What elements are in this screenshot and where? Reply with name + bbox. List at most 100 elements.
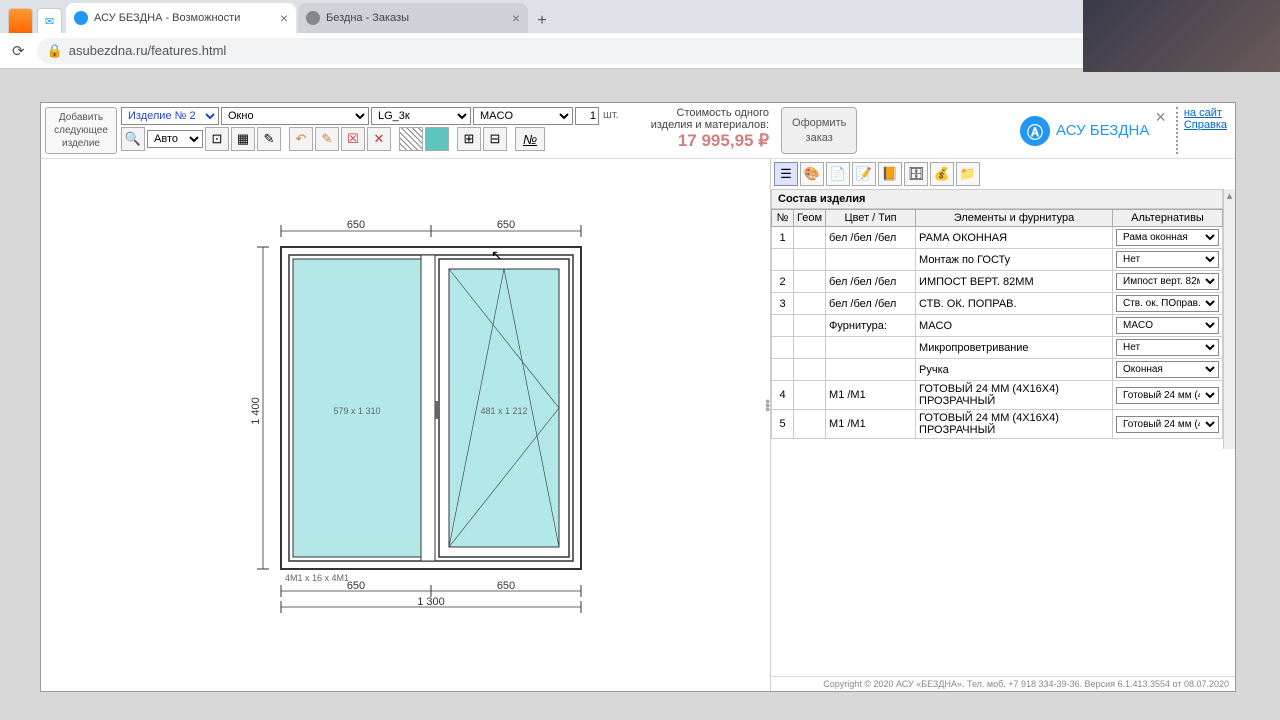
edit-icon[interactable]: ✎ (315, 127, 339, 151)
alt-select[interactable]: Нет (1116, 339, 1219, 356)
table-row[interactable]: 1бел /бел /белРАМА ОКОННАЯРама оконная (772, 227, 1223, 249)
list-icon[interactable]: ☰ (774, 162, 798, 186)
table-header: Элементы и фурнитура (916, 210, 1113, 227)
order-button[interactable]: Оформить заказ (781, 107, 857, 154)
measure1-icon[interactable]: ⊞ (457, 127, 481, 151)
window-drawing: 650 650 579 x 1 310 481 x 1 212 (221, 219, 641, 659)
book-icon[interactable]: 📙 (878, 162, 902, 186)
rp-title: Состав изделия (771, 189, 1223, 209)
delete-icon[interactable]: ✕ (367, 127, 391, 151)
price-label-1: Стоимость одного (651, 107, 769, 119)
svg-text:650: 650 (347, 219, 365, 231)
alt-select[interactable]: Готовый 24 мм (4 (1116, 387, 1219, 404)
table-row[interactable]: 3бел /бел /белСТВ. ОК. ПОПРАВ.Ств. ок. П… (772, 293, 1223, 315)
palette-icon[interactable]: 🎨 (800, 162, 824, 186)
table-header: Геом (794, 210, 826, 227)
svg-text:4M1 x 16 x 4M1: 4M1 x 16 x 4M1 (285, 573, 349, 583)
new-tab-button[interactable]: + (530, 9, 554, 33)
qty-input[interactable] (575, 107, 599, 125)
type-select[interactable]: Окно (221, 107, 369, 125)
logo-icon: Ⓐ (1020, 116, 1050, 146)
qty-unit: шт. (601, 107, 619, 125)
note-icon[interactable]: 📝 (852, 162, 876, 186)
close-icon[interactable]: × (512, 10, 520, 26)
folder-icon[interactable]: 📁 (956, 162, 980, 186)
table-row[interactable]: 5M1 /M1ГОТОВЫЙ 24 ММ (4Х16Х4) ПРОЗРАЧНЫЙ… (772, 410, 1223, 439)
drag-handle-icon[interactable]: ●●● (765, 399, 770, 411)
zoom-select[interactable]: Авто (147, 130, 203, 148)
app-window: Добавить следующее изделие Изделие № 2 О… (40, 102, 1236, 692)
site-link[interactable]: на сайт (1184, 107, 1227, 119)
svg-text:481 x 1 212: 481 x 1 212 (480, 406, 527, 416)
right-panel: ●●● ☰ 🎨 📄 📝 📙 🗄 💰 📁 Состав изделия №Геом… (770, 159, 1235, 691)
price-block: Стоимость одного изделия и материалов: 1… (643, 107, 777, 154)
add-product-button[interactable]: Добавить следующее изделие (45, 107, 117, 154)
cursor-icon: ↖ (491, 247, 503, 264)
help-link[interactable]: Справка (1184, 119, 1227, 131)
measure2-icon[interactable]: ⊟ (483, 127, 507, 151)
drawing-canvas[interactable]: 650 650 579 x 1 310 481 x 1 212 (41, 159, 770, 691)
alt-select[interactable]: Импост верт. 82м (1116, 273, 1219, 290)
svg-text:1 400: 1 400 (250, 397, 262, 425)
zoom-icon[interactable]: 🔍 (121, 127, 145, 151)
fit-icon[interactable]: ⊡ (205, 127, 229, 151)
rp-toolbar: ☰ 🎨 📄 📝 📙 🗄 💰 📁 (771, 159, 1235, 189)
close-panel-icon[interactable]: × (1153, 107, 1168, 154)
table-header: Альтернативы (1113, 210, 1223, 227)
alt-select[interactable]: MACO (1116, 317, 1219, 334)
svg-text:650: 650 (347, 580, 365, 592)
product-select[interactable]: Изделие № 2 (121, 107, 219, 125)
favicon-icon (306, 11, 320, 25)
grid-icon[interactable]: ▦ (231, 127, 255, 151)
alt-select[interactable]: Готовый 24 мм (4 (1116, 416, 1219, 433)
links-block: на сайт Справка (1176, 107, 1231, 154)
alt-select[interactable]: Оконная (1116, 361, 1219, 378)
table-row[interactable]: 2бел /бел /белИМПОСТ ВЕРТ. 82ММИмпост ве… (772, 271, 1223, 293)
pinned-tab-2[interactable]: ✉ (37, 8, 62, 33)
scrollbar[interactable]: ▴ (1223, 189, 1235, 449)
svg-text:650: 650 (497, 580, 515, 592)
table-header: № (772, 210, 794, 227)
table-row[interactable]: 4M1 /M1ГОТОВЫЙ 24 ММ (4Х16Х4) ПРОЗРАЧНЫЙ… (772, 381, 1223, 410)
undo-icon[interactable]: ↶ (289, 127, 313, 151)
table-header: Цвет / Тип (826, 210, 916, 227)
money-icon[interactable]: 💰 (930, 162, 954, 186)
svg-text:650: 650 (497, 219, 515, 231)
pencil-icon[interactable]: ✎ (257, 127, 281, 151)
svg-text:1 300: 1 300 (417, 596, 445, 608)
alt-select[interactable]: Рама оконная (1116, 229, 1219, 246)
fill-icon[interactable] (425, 127, 449, 151)
table-row[interactable]: МикропроветриваниеНет (772, 337, 1223, 359)
hardware-select[interactable]: MACO (473, 107, 573, 125)
doc-icon[interactable]: 📄 (826, 162, 850, 186)
tab-active[interactable]: АСУ БЕЗДНА - Возможности × (66, 3, 296, 33)
pinned-tab-1[interactable] (8, 8, 33, 33)
price-label-2: изделия и материалов: (651, 119, 769, 131)
tab-title: АСУ БЕЗДНА - Возможности (94, 12, 240, 24)
alt-select[interactable]: Нет (1116, 251, 1219, 268)
calc-icon[interactable]: 🗄 (904, 162, 928, 186)
url-text: asubezdna.ru/features.html (69, 43, 227, 58)
table-row[interactable]: РучкаОконная (772, 359, 1223, 381)
profile-select[interactable]: LG_3к (371, 107, 471, 125)
number-icon[interactable]: № (515, 127, 545, 151)
table-row[interactable]: Монтаж по ГОСТуНет (772, 249, 1223, 271)
tab-title: Бездна - Заказы (326, 12, 409, 24)
reload-icon[interactable]: ⟳ (12, 42, 25, 60)
alt-select[interactable]: Ств. ок. ПОправ. (1116, 295, 1219, 312)
favicon-icon (74, 11, 88, 25)
table-row[interactable]: Фурнитура:MACOMACO (772, 315, 1223, 337)
footer-text: Copyright © 2020 АСУ «БЕЗДНА». Тел. моб.… (771, 676, 1235, 691)
lock-icon: 🔒 (47, 43, 63, 59)
app-toolbar: Добавить следующее изделие Изделие № 2 О… (41, 103, 1235, 159)
close-icon[interactable]: × (280, 10, 288, 26)
logo-text: АСУ БЕЗДНА (1056, 122, 1149, 139)
delete-x-icon[interactable]: ☒ (341, 127, 365, 151)
price-value: 17 995,95 ₽ (651, 131, 769, 151)
tab-inactive[interactable]: Бездна - Заказы × (298, 3, 528, 33)
svg-text:579 x 1 310: 579 x 1 310 (333, 406, 380, 416)
hatch-icon[interactable] (399, 127, 423, 151)
video-overlay (1083, 0, 1280, 72)
logo-block: Ⓐ АСУ БЕЗДНА (1020, 107, 1149, 154)
composition-table: №ГеомЦвет / ТипЭлементы и фурнитураАльте… (771, 209, 1223, 439)
